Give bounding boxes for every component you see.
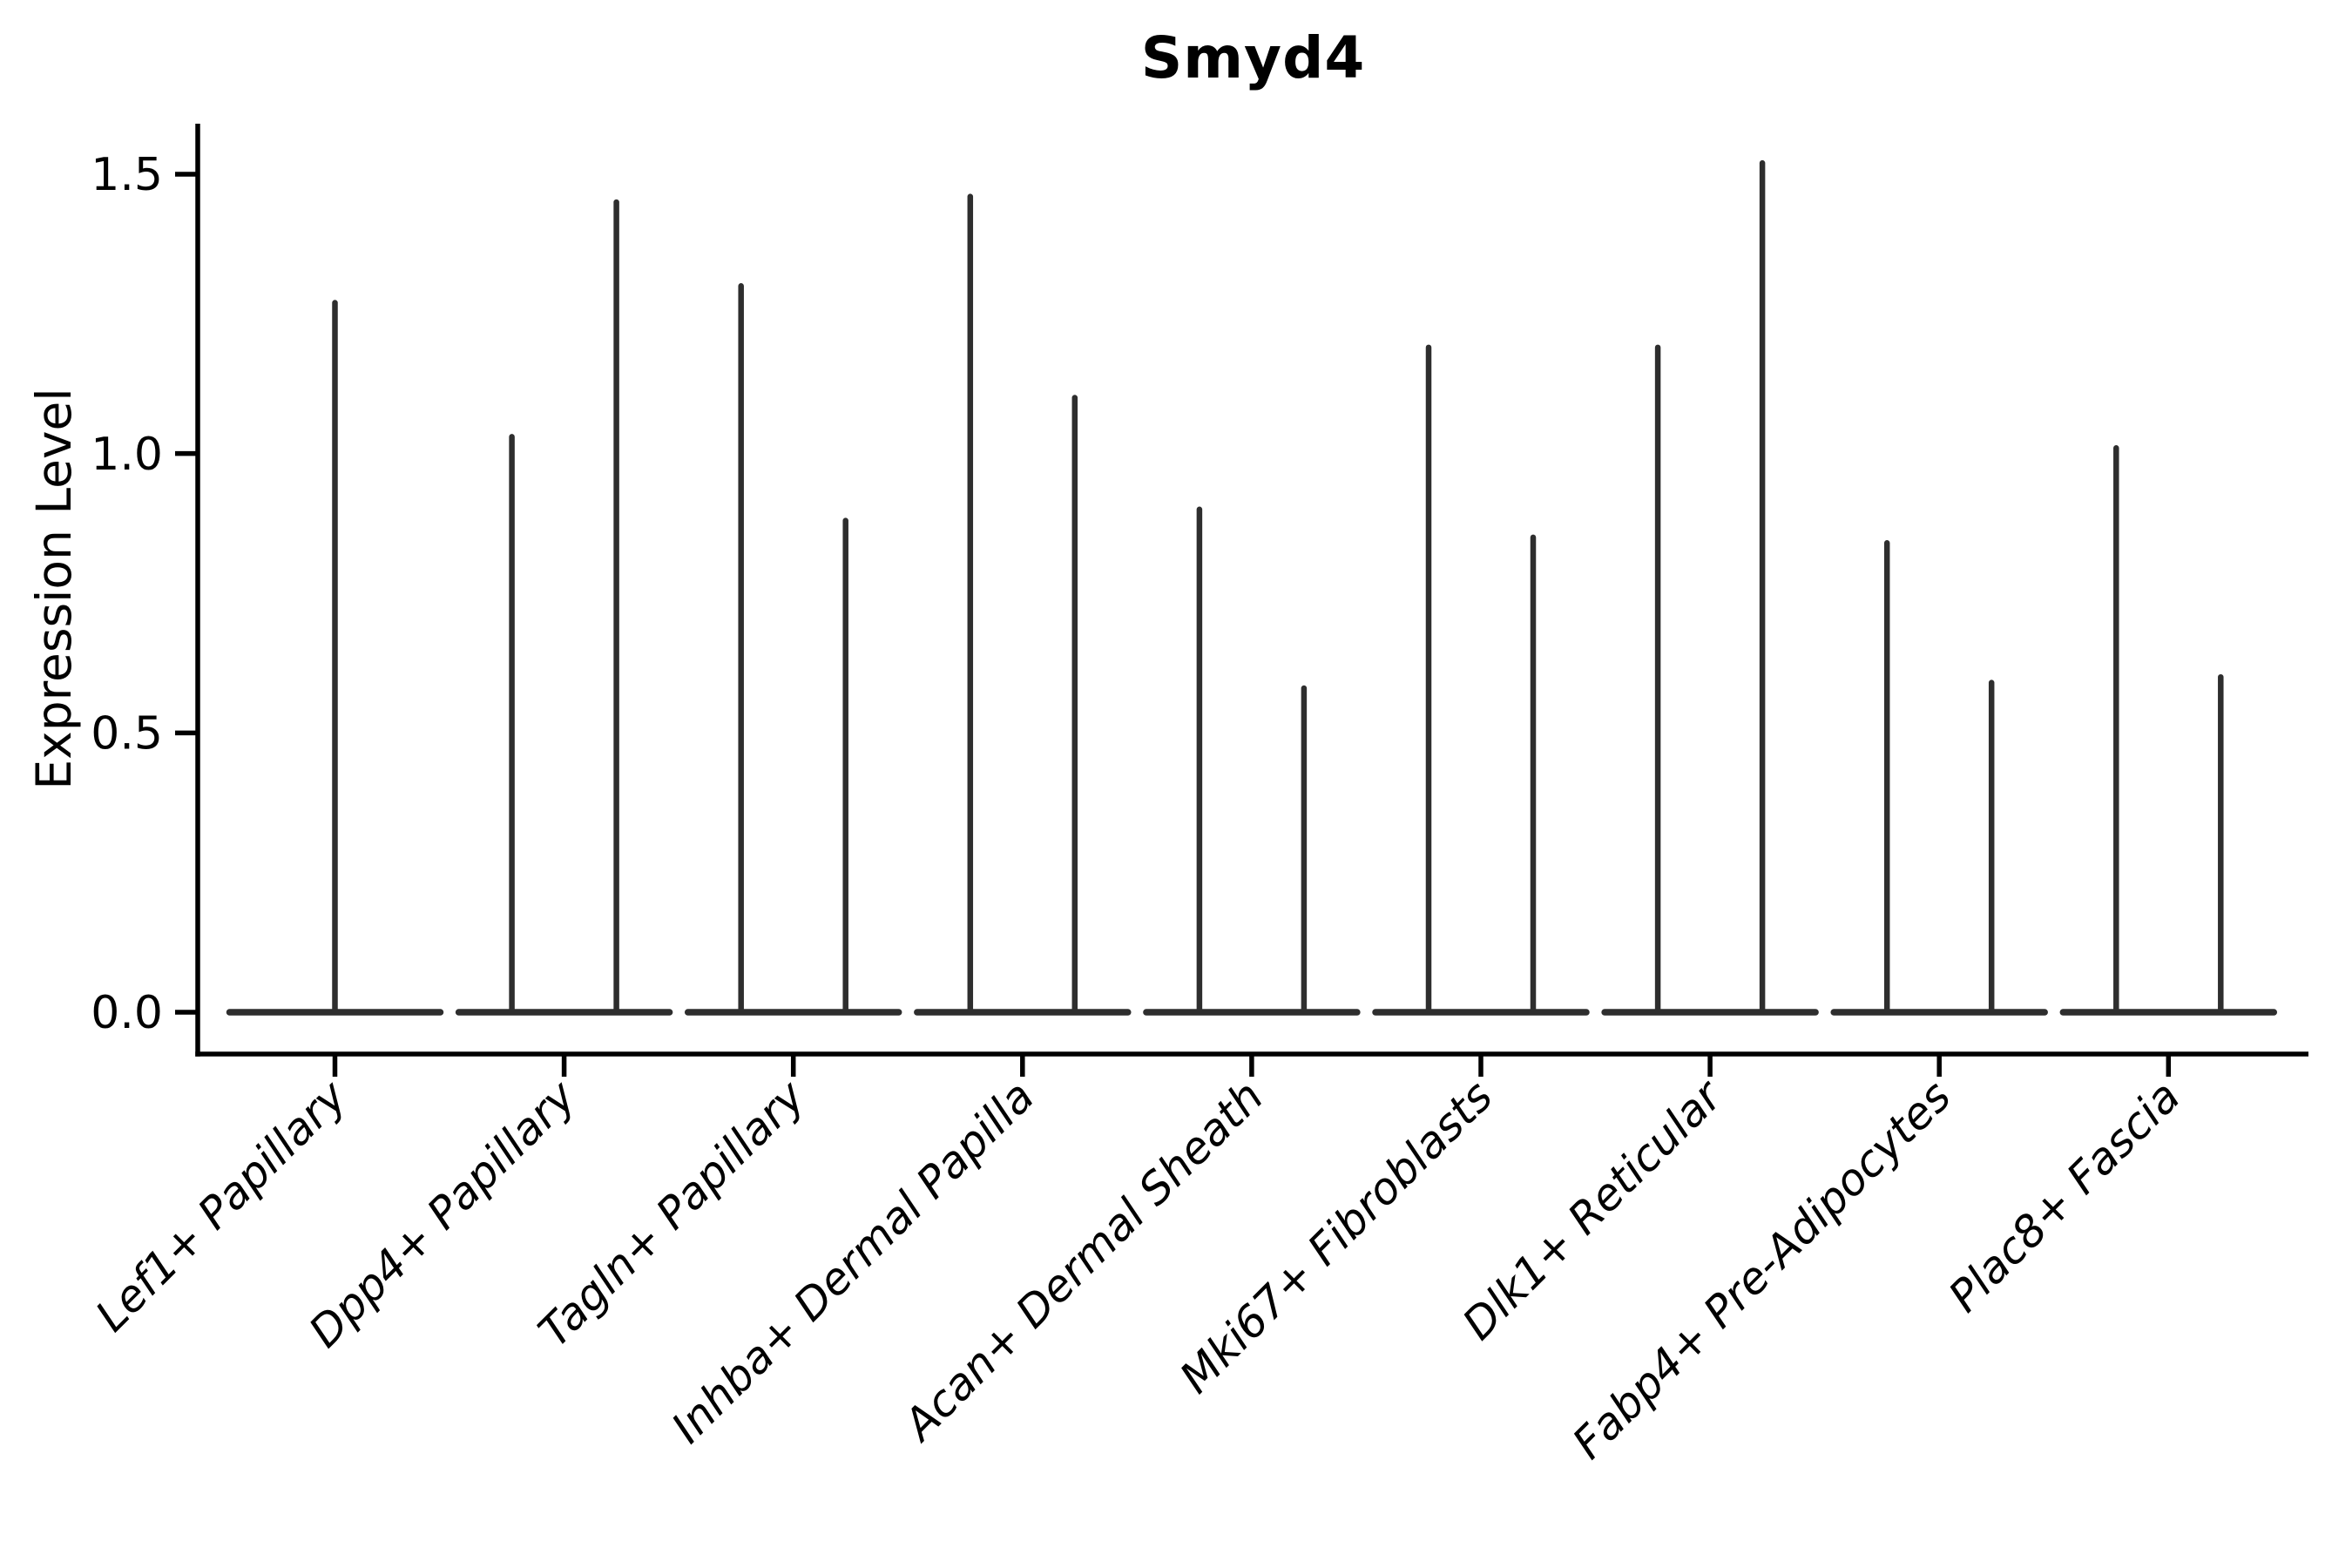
y-tick-label: 0.0: [91, 987, 163, 1039]
x-category-label: Plac8+ Fascia: [1939, 1071, 2190, 1321]
chart-title: Smyd4: [1140, 24, 1366, 91]
x-category-label: Fabp4+ Pre-Adipocytes: [1563, 1071, 1961, 1469]
x-category-label: Acan+ Dermal Sheath: [892, 1071, 1273, 1451]
x-category-label: Inhba+ Dermal Papilla: [662, 1071, 1044, 1452]
y-tick-label: 1.5: [91, 149, 163, 201]
y-tick-label: 0.5: [91, 708, 163, 760]
y-tick-label: 1.0: [91, 429, 163, 481]
x-category-label: Lef1+ Papillary: [86, 1070, 357, 1341]
